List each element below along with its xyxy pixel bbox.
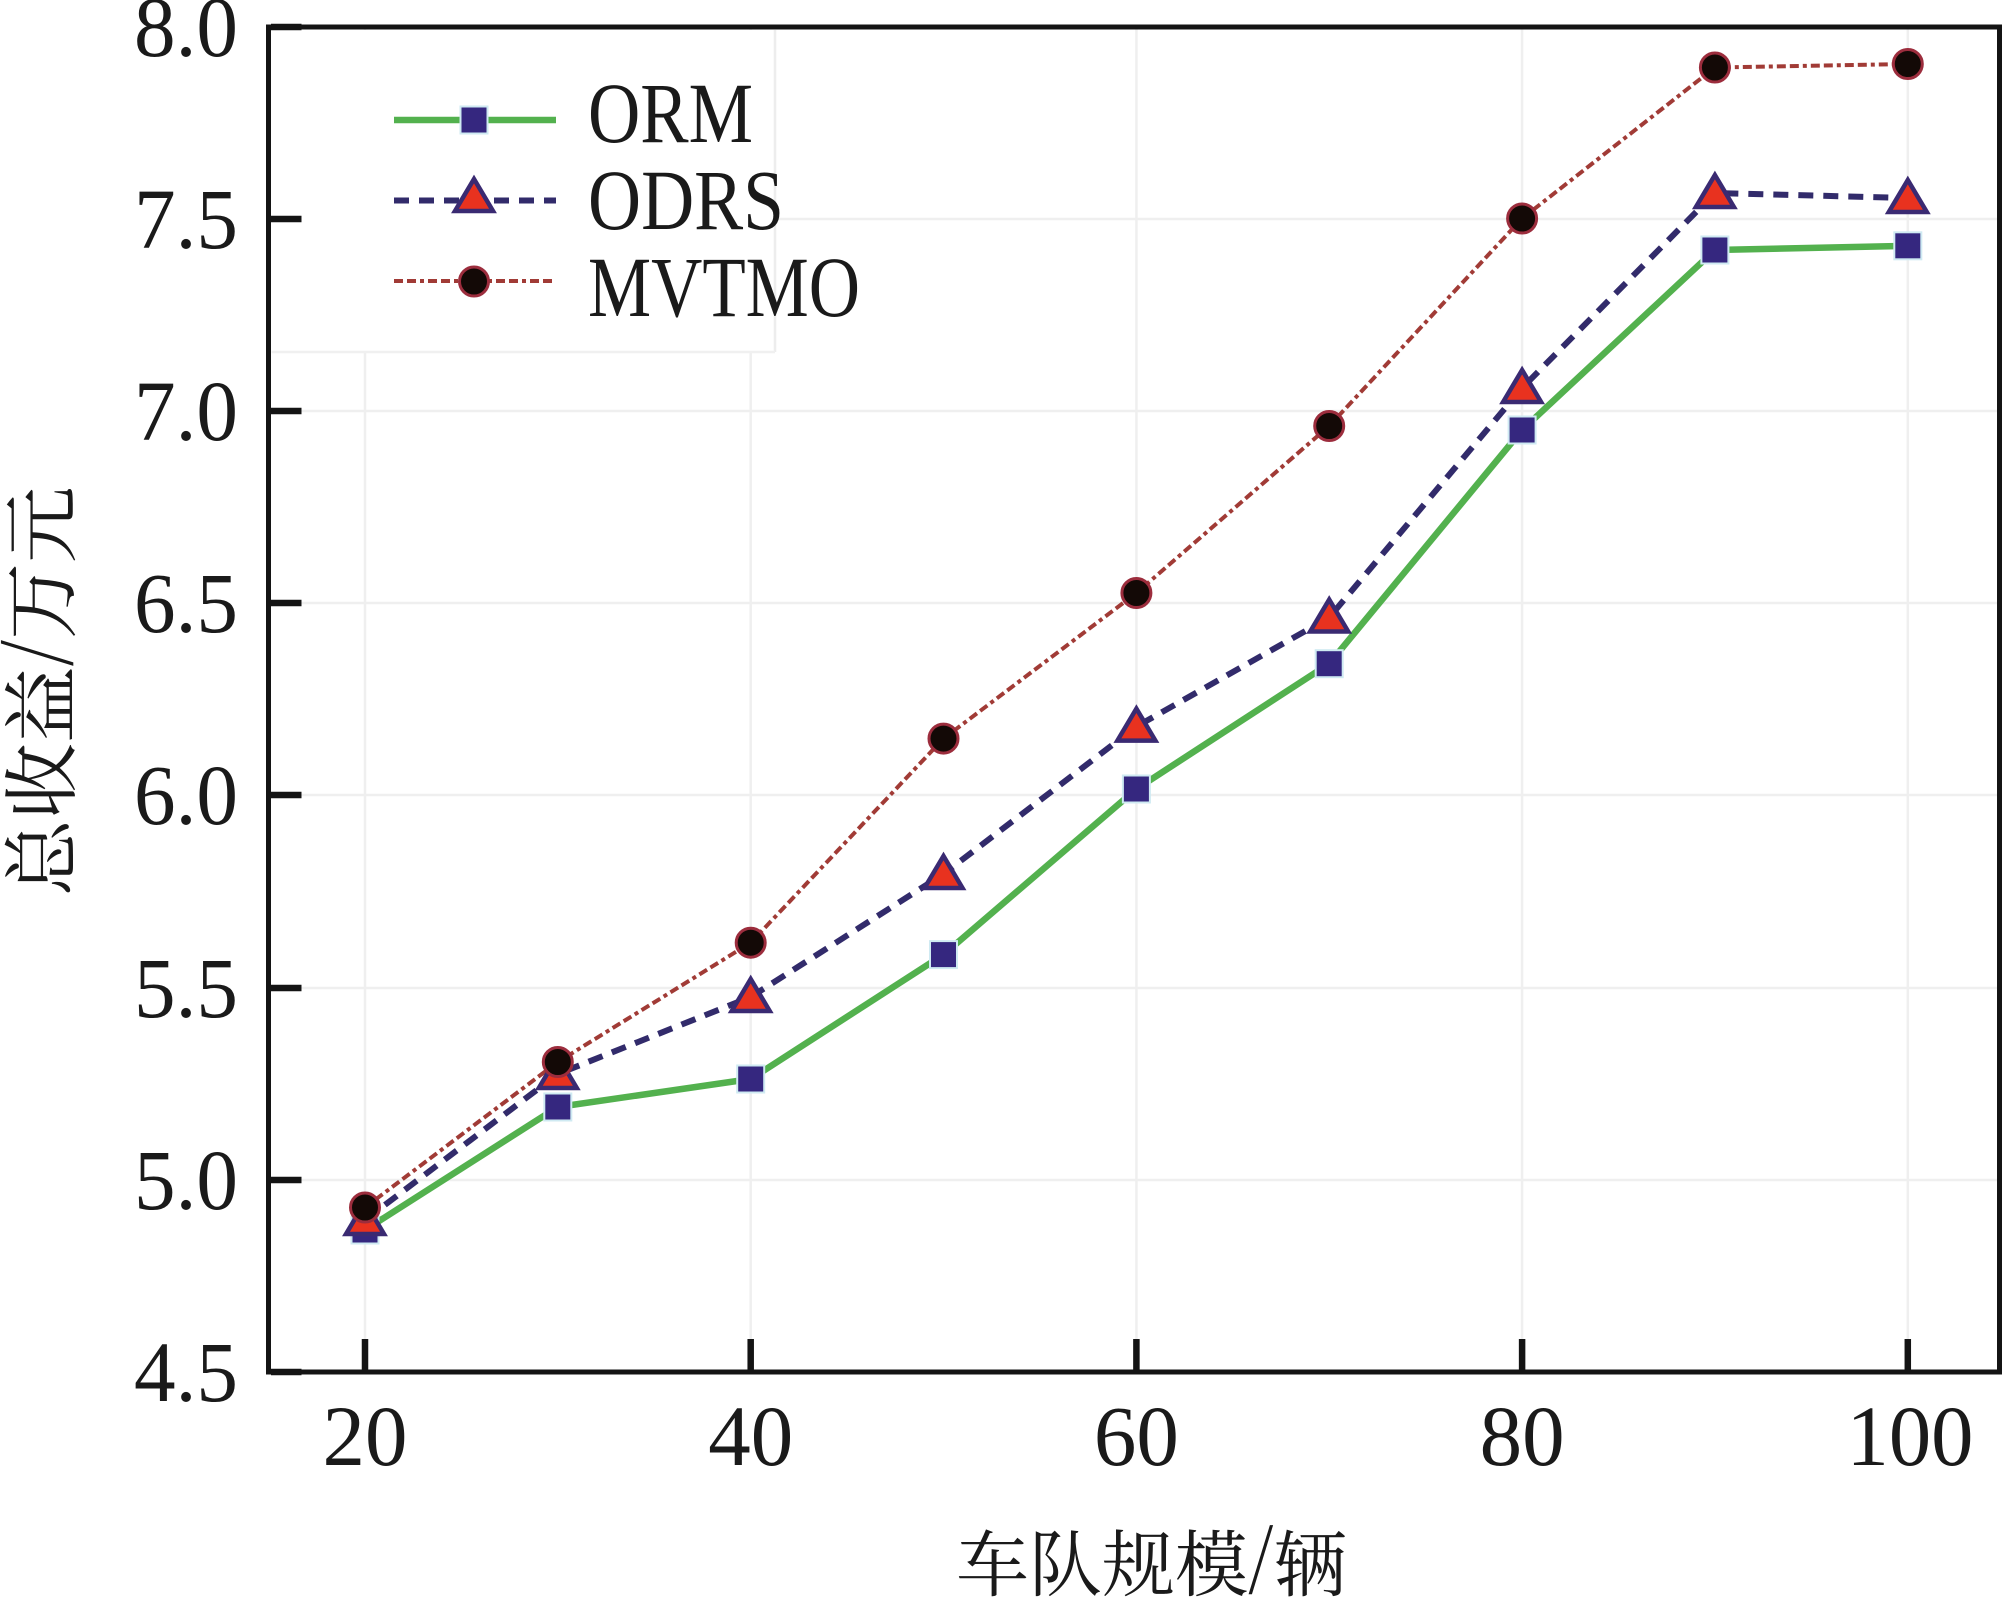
svg-text:100: 100 [1847, 1388, 1974, 1484]
svg-text:6.0: 6.0 [134, 747, 238, 843]
svg-text:7.5: 7.5 [134, 171, 238, 267]
svg-text:5.0: 5.0 [134, 1132, 238, 1228]
svg-text:ORM: ORM [588, 65, 753, 161]
svg-text:6.5: 6.5 [134, 555, 238, 651]
svg-text:60: 60 [1094, 1388, 1179, 1484]
svg-text:4.5: 4.5 [134, 1324, 238, 1420]
svg-text:20: 20 [323, 1388, 408, 1484]
svg-text:MVTMO: MVTMO [588, 239, 860, 335]
svg-text:ODRS: ODRS [588, 152, 784, 248]
svg-text:7.0: 7.0 [134, 363, 238, 459]
svg-text:40: 40 [708, 1388, 793, 1484]
svg-text:5.5: 5.5 [134, 940, 238, 1036]
svg-text:8.0: 8.0 [134, 0, 238, 75]
svg-text:80: 80 [1480, 1388, 1565, 1484]
